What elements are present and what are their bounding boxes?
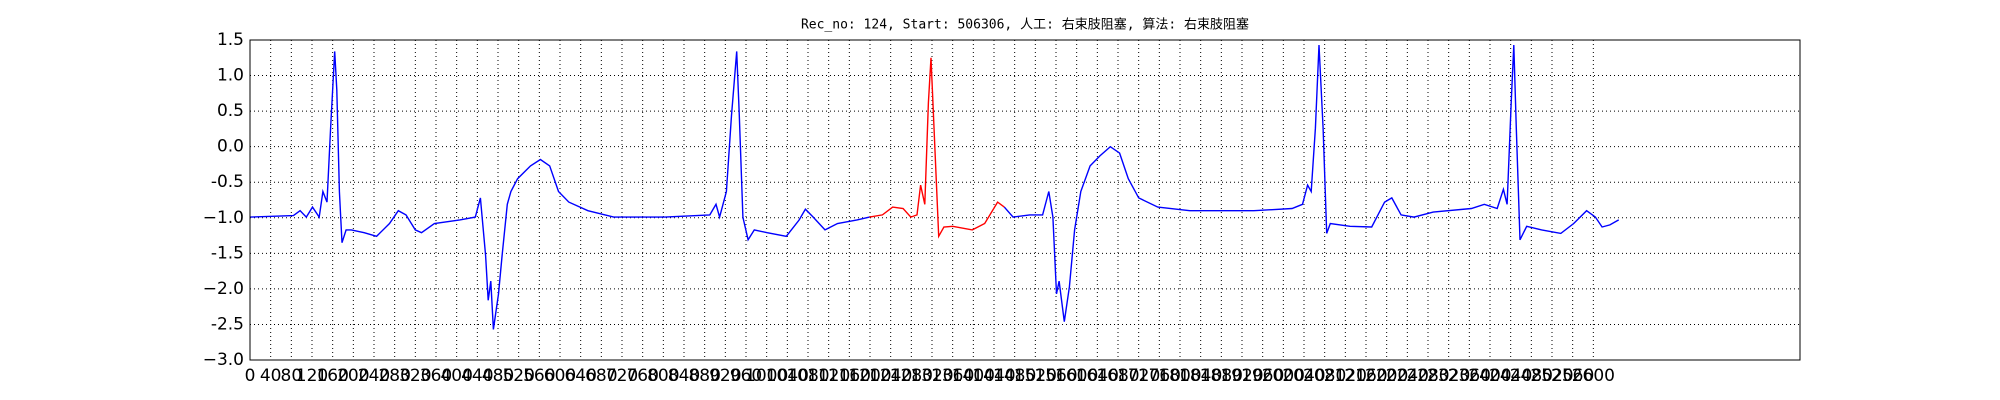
x-tick-label: 2400 — [1468, 366, 1511, 386]
x-tick-label: 1120 — [807, 366, 850, 386]
x-tick-label: 320 — [399, 366, 431, 386]
x-tick-label: 1560 — [1034, 366, 1077, 386]
x-tick-label: 880 — [688, 366, 720, 386]
x-tick-label: 720 — [606, 366, 638, 386]
x-tick-label: 1680 — [1096, 366, 1139, 386]
y-tick-label: -0.5 — [211, 172, 244, 192]
x-tick-label: 2360 — [1448, 366, 1491, 386]
y-tick-label: 1.0 — [217, 66, 244, 86]
chart-title: Rec_no: 124, Start: 506306, 人工: 右束肢阻塞, 算… — [801, 17, 1249, 33]
x-tick-label: 480 — [482, 366, 514, 386]
x-tick-label: 2480 — [1510, 366, 1553, 386]
x-tick-label: 600 — [544, 366, 576, 386]
x-tick-label: 200 — [337, 366, 369, 386]
x-tick-label: 1200 — [848, 366, 891, 386]
x-tick-label: 560 — [523, 366, 555, 386]
x-tick-label: 1520 — [1014, 366, 1057, 386]
x-tick-label: 2040 — [1282, 366, 1325, 386]
x-tick-label: 1080 — [786, 366, 829, 386]
x-tick-label: 800 — [647, 366, 679, 386]
x-tick-label: 2560 — [1551, 366, 1594, 386]
x-tick-label: 440 — [461, 366, 493, 386]
x-tick-label: 520 — [502, 366, 534, 386]
x-tick-label: 120 — [296, 366, 328, 386]
x-tick-label: 1000 — [745, 366, 788, 386]
y-tick-label: −1.0 — [203, 208, 244, 228]
x-tick-label: 760 — [626, 366, 658, 386]
x-tick-label: 1320 — [910, 366, 953, 386]
x-tick-label: 2080 — [1303, 366, 1346, 386]
x-tick-label: 2240 — [1386, 366, 1429, 386]
x-tick-label: 680 — [585, 366, 617, 386]
x-tick-label: 1840 — [1179, 366, 1222, 386]
x-tick-label: 2600 — [1572, 366, 1615, 386]
x-tick-label: 240 — [358, 366, 390, 386]
x-tick-label: 1400 — [952, 366, 995, 386]
x-tick-label: 1240 — [869, 366, 912, 386]
x-tick-label: 1440 — [972, 366, 1015, 386]
ecg-line — [869, 57, 1005, 239]
grid — [249, 39, 1800, 361]
y-tick-label: 0.0 — [217, 137, 244, 157]
x-tick-label: 2120 — [1324, 366, 1367, 386]
x-tick-label: 2280 — [1406, 366, 1449, 386]
x-tick-label: 2320 — [1427, 366, 1470, 386]
x-tick-label: 1480 — [993, 366, 1036, 386]
x-tick-label: 2000 — [1262, 366, 1305, 386]
x-tick-label: 1280 — [890, 366, 933, 386]
x-tick-label: 1920 — [1220, 366, 1263, 386]
x-tick-label: 280 — [378, 366, 410, 386]
x-tick-label: 840 — [668, 366, 700, 386]
x-tick-label: 0 — [245, 366, 256, 386]
x-tick-label: 400 — [440, 366, 472, 386]
ecg-line — [249, 51, 870, 330]
y-tick-label: −2.0 — [203, 279, 244, 299]
x-tick-label: 1600 — [1055, 366, 1098, 386]
x-tick-label: 1800 — [1158, 366, 1201, 386]
x-tick-label: 1640 — [1076, 366, 1119, 386]
y-tick-label: -2.5 — [211, 314, 244, 334]
x-tick-label: 1040 — [766, 366, 809, 386]
plot — [249, 44, 1620, 330]
x-tick-label: 1160 — [828, 366, 871, 386]
x-tick-label: 1960 — [1241, 366, 1284, 386]
x-tick-label: 160 — [316, 366, 348, 386]
x-tick-label: 80 — [281, 366, 303, 386]
x-tick-label: 640 — [564, 366, 596, 386]
x-tick-label: 360 — [420, 366, 452, 386]
x-tick-label: 1760 — [1138, 366, 1181, 386]
x-tick-label: 2520 — [1530, 366, 1573, 386]
x-tick-label: 960 — [730, 366, 762, 386]
x-tick-label: 2440 — [1489, 366, 1532, 386]
x-tick-label: 1360 — [931, 366, 974, 386]
y-tick-label: -1.5 — [211, 243, 244, 263]
axes-frame — [249, 39, 1801, 361]
y-tick-label: 0.5 — [217, 101, 244, 121]
y-tick-label: 1.5 — [217, 30, 244, 50]
x-tick-label: 1880 — [1200, 366, 1243, 386]
x-tick-label: 2160 — [1344, 366, 1387, 386]
x-tick-label: 920 — [709, 366, 741, 386]
x-tick-label: 1720 — [1117, 366, 1160, 386]
y-tick-label: −3.0 — [203, 350, 244, 370]
x-tick-label: 2200 — [1365, 366, 1408, 386]
ecg-line — [1003, 44, 1620, 322]
x-tick-label: 40 — [260, 366, 282, 386]
